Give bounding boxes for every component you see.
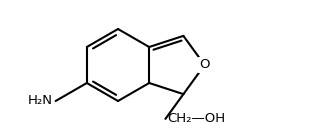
Text: O: O <box>199 58 210 71</box>
Text: CH₂—OH: CH₂—OH <box>168 112 225 125</box>
Text: H₂N: H₂N <box>28 95 53 107</box>
